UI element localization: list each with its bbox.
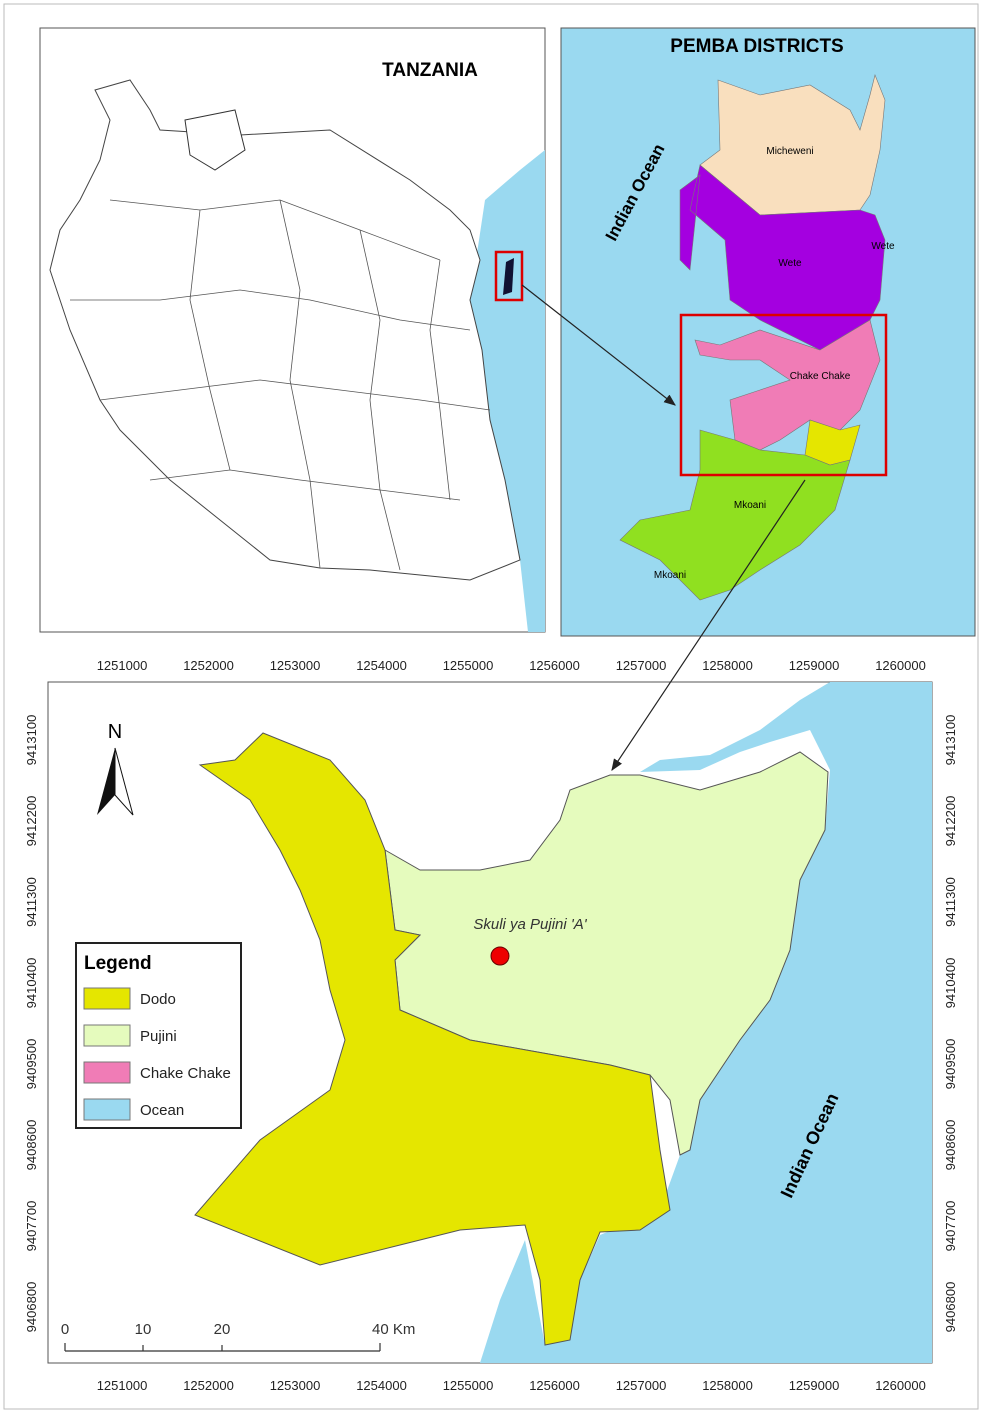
- legend-swatch: [83, 1098, 131, 1121]
- x-coord-label: 1259000: [789, 1378, 840, 1393]
- y-coord-label: 9409500: [24, 1039, 39, 1090]
- region-boundaries: [70, 199, 491, 571]
- link-arrow: [521, 284, 676, 406]
- scale-label: 20: [214, 1321, 231, 1338]
- scale-label: 10: [135, 1321, 152, 1338]
- district-label: Chake Chake: [790, 371, 851, 382]
- legend-label: Pujini: [140, 1028, 177, 1045]
- y-coord-label: 9406800: [943, 1282, 958, 1333]
- legend-label: Ocean: [140, 1102, 184, 1119]
- y-coord-label: 9412200: [943, 796, 958, 847]
- y-coord-label: 9410400: [943, 958, 958, 1009]
- tanzania-outline: [49, 79, 521, 581]
- x-coord-label: 1256000: [529, 1378, 580, 1393]
- x-coord-label: 1253000: [270, 1378, 321, 1393]
- x-coord-label: 1260000: [875, 1378, 926, 1393]
- scale-label: 40 Km: [372, 1321, 415, 1338]
- y-coord-label: 9407700: [943, 1201, 958, 1252]
- district-label: Mkoani: [734, 500, 766, 511]
- y-coord-label: 9406800: [24, 1282, 39, 1333]
- x-coord-label: 1254000: [356, 658, 407, 673]
- district-mkoani: [619, 429, 851, 601]
- x-coord-label: 1251000: [97, 658, 148, 673]
- district-label: Wete: [778, 258, 802, 269]
- x-coord-label: 1255000: [443, 658, 494, 673]
- y-coord-label: 9411300: [943, 877, 958, 927]
- legend-label: Chake Chake: [140, 1065, 231, 1082]
- x-coord-label: 1257000: [616, 1378, 667, 1393]
- pemba-island: [503, 258, 514, 295]
- overview-title: TANZANIA: [382, 60, 478, 81]
- legend-swatch: [83, 1061, 131, 1084]
- north-label: N: [108, 721, 122, 743]
- link-arrow: [611, 479, 806, 771]
- y-coord-label: 9408600: [24, 1120, 39, 1171]
- pemba-locator: [494, 250, 524, 302]
- study-area-box: [679, 313, 888, 477]
- x-coord-label: 1259000: [789, 658, 840, 673]
- y-coord-label: 9408600: [943, 1120, 958, 1171]
- x-coord-label: 1260000: [875, 658, 926, 673]
- scale-bar: [64, 1343, 381, 1352]
- district-label: Wete: [871, 241, 895, 252]
- ocean: [480, 682, 932, 1363]
- x-coord-label: 1258000: [702, 658, 753, 673]
- scale-label: 0: [61, 1321, 69, 1338]
- legend-swatch: [83, 1024, 131, 1047]
- y-coord-label: 9413100: [24, 715, 39, 766]
- x-coord-label: 1258000: [702, 1378, 753, 1393]
- legend-label: Dodo: [140, 991, 176, 1008]
- legend-items: Dodo Pujini Chake Chake Ocean: [83, 987, 231, 1121]
- site-label: Skuli ya Pujini 'A': [473, 916, 587, 933]
- x-coord-label: 1257000: [616, 658, 667, 673]
- lake: [184, 109, 246, 171]
- legend-title: Legend: [84, 953, 152, 974]
- inset-title: PEMBA DISTRICTS: [670, 36, 843, 57]
- y-coord-label: 9412200: [24, 796, 39, 847]
- site-marker: [490, 946, 510, 966]
- inset-panel: PEMBA DISTRICTS Indian Ocean Micheweni W…: [560, 27, 976, 637]
- district-label: Mkoani: [654, 570, 686, 581]
- x-coord-label: 1253000: [270, 658, 321, 673]
- north-arrow: [114, 747, 134, 816]
- scale-labels: 0 10 20 40 Km: [61, 1321, 416, 1338]
- x-coord-label: 1256000: [529, 658, 580, 673]
- y-coord-label: 9407700: [24, 1201, 39, 1252]
- x-coord-label: 1254000: [356, 1378, 407, 1393]
- north-arrow: [97, 748, 115, 815]
- y-coord-label: 9413100: [943, 715, 958, 766]
- x-coord-label: 1255000: [443, 1378, 494, 1393]
- x-coord-label: 1251000: [97, 1378, 148, 1393]
- y-coord-label: 9411300: [24, 877, 39, 927]
- legend-swatch: [83, 987, 131, 1010]
- y-coord-label: 9409500: [943, 1039, 958, 1090]
- district-chake-chake: [694, 319, 881, 451]
- coordinate-labels: 1251000 1251000 1252000 1252000 1253000 12530…: [24, 658, 958, 1393]
- area-dodo: [194, 732, 671, 1346]
- overview-panel: TANZANIA: [39, 27, 546, 633]
- main-panel: Skuli ya Pujini 'A' Indian Ocean N Legen…: [24, 658, 958, 1393]
- x-coord-label: 1252000: [183, 658, 234, 673]
- ocean: [470, 150, 545, 632]
- x-coord-label: 1252000: [183, 1378, 234, 1393]
- y-coord-label: 9410400: [24, 958, 39, 1009]
- district-label: Micheweni: [766, 146, 813, 157]
